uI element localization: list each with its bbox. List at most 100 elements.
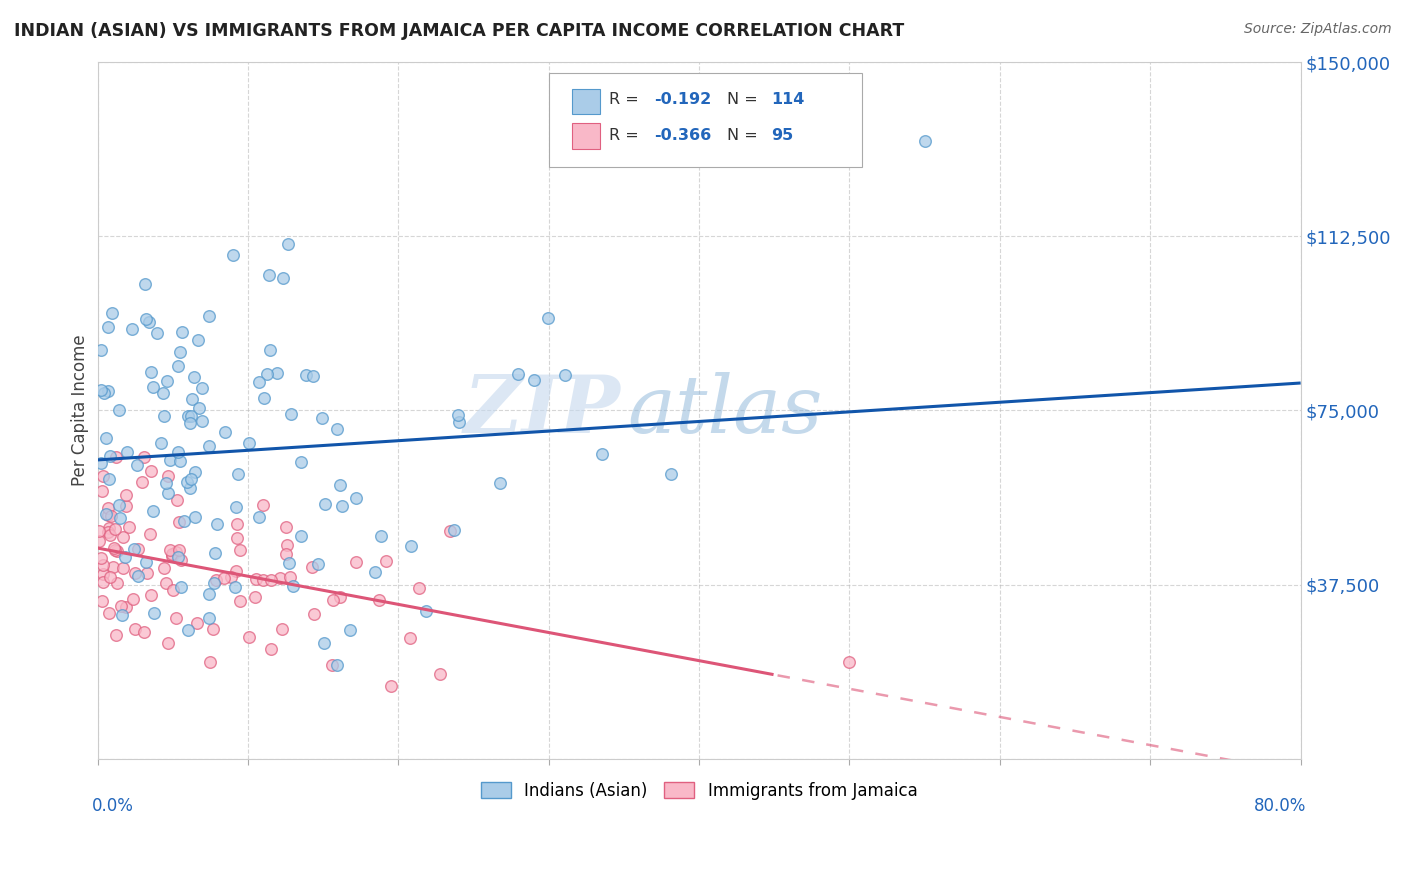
Point <box>228 593 250 607</box>
Point <box>118 520 141 534</box>
Point <box>169 344 191 359</box>
Point <box>97 525 120 540</box>
Point <box>914 134 936 148</box>
Point <box>295 368 318 383</box>
Point <box>87 534 110 549</box>
Point <box>173 514 195 528</box>
Point <box>167 515 190 529</box>
Point <box>107 498 129 512</box>
Point <box>202 576 225 591</box>
Point <box>290 455 312 469</box>
Point <box>554 368 576 383</box>
Point <box>105 544 128 558</box>
Point <box>124 622 146 636</box>
Point <box>87 524 110 538</box>
Point <box>104 522 127 536</box>
Point <box>159 543 181 558</box>
Text: -0.366: -0.366 <box>655 128 711 143</box>
Point <box>201 622 224 636</box>
Point <box>90 551 112 566</box>
Point <box>408 581 430 595</box>
Point <box>238 631 260 645</box>
Point <box>429 666 451 681</box>
Point <box>398 632 420 646</box>
Point <box>139 464 162 478</box>
Point <box>247 510 270 524</box>
Point <box>321 658 343 673</box>
Point <box>96 431 118 445</box>
FancyBboxPatch shape <box>572 88 600 113</box>
Point <box>226 517 249 532</box>
Point <box>228 543 250 558</box>
Point <box>537 311 560 326</box>
Point <box>160 547 183 561</box>
Point <box>93 386 115 401</box>
Point <box>380 680 402 694</box>
Point <box>156 486 179 500</box>
Text: N =: N = <box>727 128 762 143</box>
Point <box>162 582 184 597</box>
Point <box>374 554 396 568</box>
Point <box>252 573 274 587</box>
Point <box>183 509 205 524</box>
Point <box>221 248 243 262</box>
Point <box>138 526 160 541</box>
Point <box>253 391 276 405</box>
Point <box>273 271 295 285</box>
Point <box>290 528 312 542</box>
Point <box>105 450 128 464</box>
Point <box>256 367 278 381</box>
Point <box>260 642 283 657</box>
Text: R =: R = <box>609 92 644 106</box>
Point <box>135 566 157 580</box>
Point <box>115 499 138 513</box>
Text: ZIP: ZIP <box>464 372 621 450</box>
Point <box>314 497 336 511</box>
Point <box>332 499 354 513</box>
Point <box>97 384 120 399</box>
Point <box>266 366 288 380</box>
Point <box>180 473 202 487</box>
Point <box>105 627 128 641</box>
Point <box>167 542 190 557</box>
Point <box>370 529 392 543</box>
Point <box>214 425 236 439</box>
Point <box>224 580 246 594</box>
Point <box>156 635 179 649</box>
Point <box>166 550 188 565</box>
Point <box>166 492 188 507</box>
Point <box>439 524 461 539</box>
FancyBboxPatch shape <box>572 123 600 149</box>
Point <box>179 481 201 495</box>
Point <box>167 359 190 374</box>
Point <box>301 560 323 574</box>
Point <box>302 607 325 622</box>
Point <box>260 574 283 588</box>
Point <box>447 408 470 422</box>
Point <box>197 309 219 323</box>
Point <box>443 523 465 537</box>
Point <box>145 326 167 340</box>
Point <box>142 380 165 394</box>
Point <box>91 484 114 499</box>
Point <box>311 410 333 425</box>
Point <box>98 606 121 620</box>
Point <box>153 561 176 575</box>
Text: 95: 95 <box>772 128 793 143</box>
Point <box>127 541 149 556</box>
Point <box>169 454 191 468</box>
Point <box>245 572 267 586</box>
Point <box>91 558 114 573</box>
Text: INDIAN (ASIAN) VS IMMIGRANTS FROM JAMAICA PER CAPITA INCOME CORRELATION CHART: INDIAN (ASIAN) VS IMMIGRANTS FROM JAMAIC… <box>14 22 904 40</box>
Point <box>138 315 160 329</box>
Point <box>183 370 205 384</box>
Point <box>238 436 260 450</box>
Point <box>90 383 112 397</box>
Point <box>97 320 120 334</box>
Text: Source: ZipAtlas.com: Source: ZipAtlas.com <box>1244 22 1392 37</box>
Point <box>115 488 138 502</box>
Point <box>165 610 187 624</box>
Point <box>117 445 139 459</box>
Point <box>188 401 211 415</box>
Point <box>191 381 214 395</box>
